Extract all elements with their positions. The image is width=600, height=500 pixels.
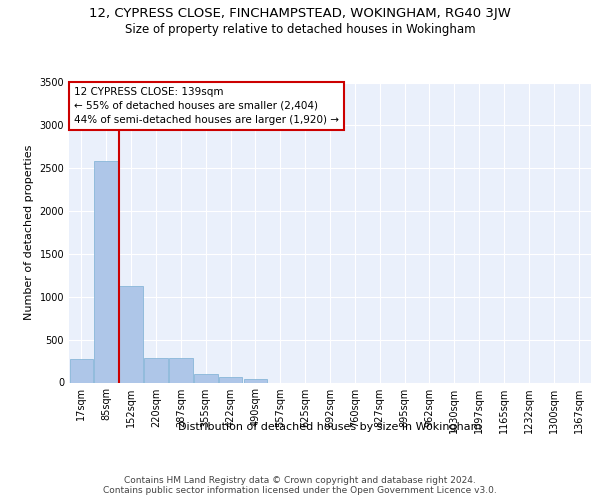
Text: 12 CYPRESS CLOSE: 139sqm
← 55% of detached houses are smaller (2,404)
44% of sem: 12 CYPRESS CLOSE: 139sqm ← 55% of detach… [74, 87, 339, 125]
Bar [119, 286, 143, 382]
Text: 12, CYPRESS CLOSE, FINCHAMPSTEAD, WOKINGHAM, RG40 3JW: 12, CYPRESS CLOSE, FINCHAMPSTEAD, WOKING… [89, 8, 511, 20]
Bar [244, 379, 267, 382]
Bar [94, 160, 118, 382]
Y-axis label: Number of detached properties: Number of detached properties [24, 145, 34, 320]
Text: Contains HM Land Registry data © Crown copyright and database right 2024.
Contai: Contains HM Land Registry data © Crown c… [103, 476, 497, 495]
Bar [169, 358, 193, 382]
Bar [144, 358, 168, 382]
Text: Distribution of detached houses by size in Wokingham: Distribution of detached houses by size … [178, 422, 482, 432]
Bar [70, 360, 93, 382]
Bar [194, 374, 218, 382]
Text: Size of property relative to detached houses in Wokingham: Size of property relative to detached ho… [125, 22, 475, 36]
Bar [219, 378, 242, 382]
